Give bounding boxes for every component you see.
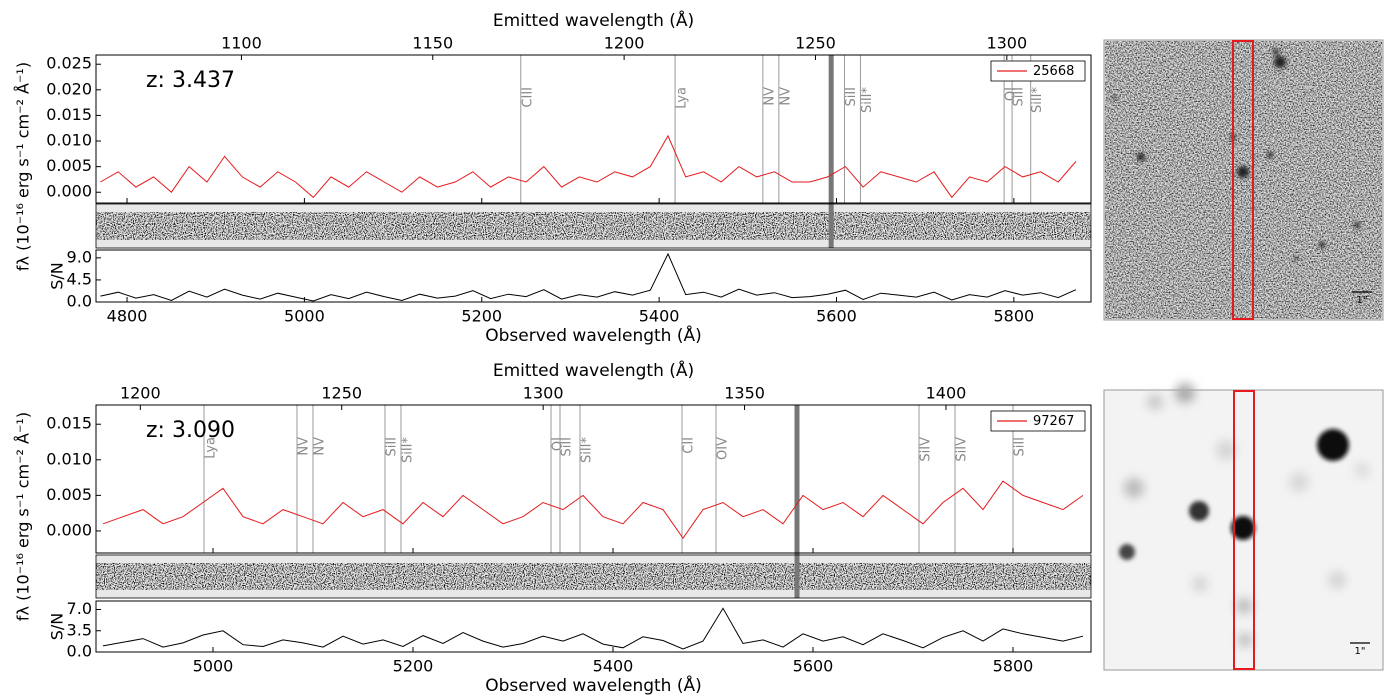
plot-frame bbox=[95, 54, 1092, 204]
x2-tick-label: 1300 bbox=[523, 384, 564, 403]
x-tick-label: 5400 bbox=[593, 657, 634, 676]
y-tick-label: 0.010 bbox=[46, 449, 92, 468]
sn-axis-label: S/N bbox=[48, 613, 67, 641]
x-tick-label: 5000 bbox=[284, 307, 325, 326]
spectral-line-label: OI bbox=[551, 437, 566, 451]
x2-tick-label: 1250 bbox=[795, 34, 836, 53]
sn-tick-label: 4.5 bbox=[67, 269, 92, 288]
x2-tick-label: 1300 bbox=[986, 34, 1027, 53]
x-axis-label: Observed wavelength (Å) bbox=[485, 674, 702, 696]
x-tick-label: 5400 bbox=[639, 307, 680, 326]
spectral-line-label: OI bbox=[1004, 87, 1019, 101]
scale-label: 1" bbox=[1357, 295, 1368, 306]
x-tick-label: 4800 bbox=[107, 307, 148, 326]
flux-line bbox=[100, 134, 1077, 199]
spectral-line-label: NV bbox=[762, 87, 777, 106]
x2-tick-label: 1250 bbox=[321, 384, 362, 403]
y-tick-label: 0.010 bbox=[46, 131, 92, 150]
strip-frame bbox=[95, 203, 1092, 249]
x2-tick-label: 1150 bbox=[412, 34, 453, 53]
cutout-image bbox=[1103, 39, 1384, 321]
x-tick-label: 5200 bbox=[393, 657, 434, 676]
x-tick-label: 5200 bbox=[461, 307, 502, 326]
slit bbox=[1232, 40, 1254, 320]
spectral-line-label: OIV bbox=[716, 437, 731, 460]
spectral-line-label: SiIV bbox=[955, 437, 970, 462]
sources bbox=[1124, 383, 1370, 647]
scale-label: 1" bbox=[1355, 646, 1366, 657]
spectral-line-label: SiII* bbox=[1030, 87, 1045, 114]
spectral-line-label: CIII bbox=[520, 87, 535, 108]
legend-box bbox=[990, 410, 1086, 432]
y-tick-label: 0.020 bbox=[46, 79, 92, 98]
spectral-line-label: SiII bbox=[1012, 87, 1027, 107]
sky-line bbox=[828, 55, 834, 248]
spectral-line-label: SiII* bbox=[401, 437, 416, 464]
spectral-line-label: SiII* bbox=[860, 87, 875, 114]
sn-tick-label: 0.0 bbox=[67, 292, 92, 311]
x-tick-label: 5600 bbox=[793, 657, 834, 676]
spectral-line-label: SiIV bbox=[919, 437, 934, 462]
x2-tick-label: 1200 bbox=[120, 384, 161, 403]
x2-tick-label: 1400 bbox=[926, 384, 967, 403]
x2-tick-label: 1100 bbox=[221, 34, 262, 53]
legend-label: 25668 bbox=[1033, 64, 1074, 79]
x2-tick-label: 1200 bbox=[604, 34, 645, 53]
y-tick-label: 0.005 bbox=[46, 485, 92, 504]
x2-tick-label: 1350 bbox=[724, 384, 765, 403]
sn-line bbox=[102, 607, 1084, 650]
sn-tick-label: 0.0 bbox=[67, 642, 92, 661]
y-tick-label: 0.015 bbox=[46, 414, 92, 433]
spectral-line-label: SiII bbox=[1013, 437, 1028, 457]
sn-tick-label: 3.5 bbox=[67, 620, 92, 639]
plot-frame bbox=[95, 404, 1092, 554]
sources bbox=[1119, 429, 1349, 560]
flux-line bbox=[102, 480, 1084, 539]
sources bbox=[1112, 49, 1360, 260]
y-tick-label: 0.000 bbox=[46, 182, 92, 201]
strip-frame bbox=[95, 554, 1092, 599]
x-tick-label: 5800 bbox=[993, 307, 1034, 326]
spectrum-2d-noise bbox=[96, 563, 1091, 590]
slit bbox=[1233, 390, 1255, 670]
y-axis-label: fλ (10⁻¹⁶ erg s⁻¹ cm⁻² Å⁻¹) bbox=[14, 62, 33, 271]
sky-line bbox=[794, 405, 800, 598]
spectral-line-label: CII bbox=[682, 437, 697, 454]
spectrum-2d-noise bbox=[96, 212, 1091, 240]
spectral-line-label: Lya bbox=[675, 87, 690, 109]
sn-tick-label: 7.0 bbox=[67, 599, 92, 618]
x2-axis-label: Emitted wavelength (Å) bbox=[493, 9, 694, 31]
sn-frame bbox=[95, 249, 1092, 303]
redshift-annotation: z: 3.437 bbox=[146, 68, 235, 93]
x-tick-label: 5800 bbox=[993, 657, 1034, 676]
spectral-line-label: NV bbox=[313, 437, 328, 456]
spectral-line-label: NV bbox=[778, 87, 793, 106]
sn-frame bbox=[95, 600, 1092, 653]
spectral-line-label: SiII* bbox=[580, 437, 595, 464]
sn-axis-label: S/N bbox=[48, 262, 67, 290]
spectral-line-label: NV bbox=[297, 437, 312, 456]
y-tick-label: 0.015 bbox=[46, 105, 92, 124]
x2-axis-label: Emitted wavelength (Å) bbox=[493, 359, 694, 381]
image-noise bbox=[1105, 41, 1382, 319]
x-axis-label: Observed wavelength (Å) bbox=[485, 324, 702, 346]
legend-label: 97267 bbox=[1033, 414, 1074, 429]
spectral-line-label: SiII bbox=[844, 87, 859, 107]
x-tick-label: 5000 bbox=[193, 657, 234, 676]
cutout-image bbox=[1103, 383, 1384, 671]
y-tick-label: 0.005 bbox=[46, 156, 92, 175]
spectral-line-label: Lya bbox=[204, 437, 219, 459]
redshift-annotation: z: 3.090 bbox=[146, 418, 235, 443]
y-tick-label: 0.025 bbox=[46, 54, 92, 73]
spectral-line-label: SiII bbox=[560, 437, 575, 457]
y-tick-label: 0.000 bbox=[46, 520, 92, 539]
x-tick-label: 5600 bbox=[816, 307, 857, 326]
sn-line bbox=[100, 252, 1077, 302]
y-axis-label: fλ (10⁻¹⁶ erg s⁻¹ cm⁻² Å⁻¹) bbox=[14, 412, 33, 621]
sn-tick-label: 9.0 bbox=[67, 247, 92, 266]
spectral-line-label: SiII bbox=[385, 437, 400, 457]
legend-box bbox=[990, 60, 1086, 82]
